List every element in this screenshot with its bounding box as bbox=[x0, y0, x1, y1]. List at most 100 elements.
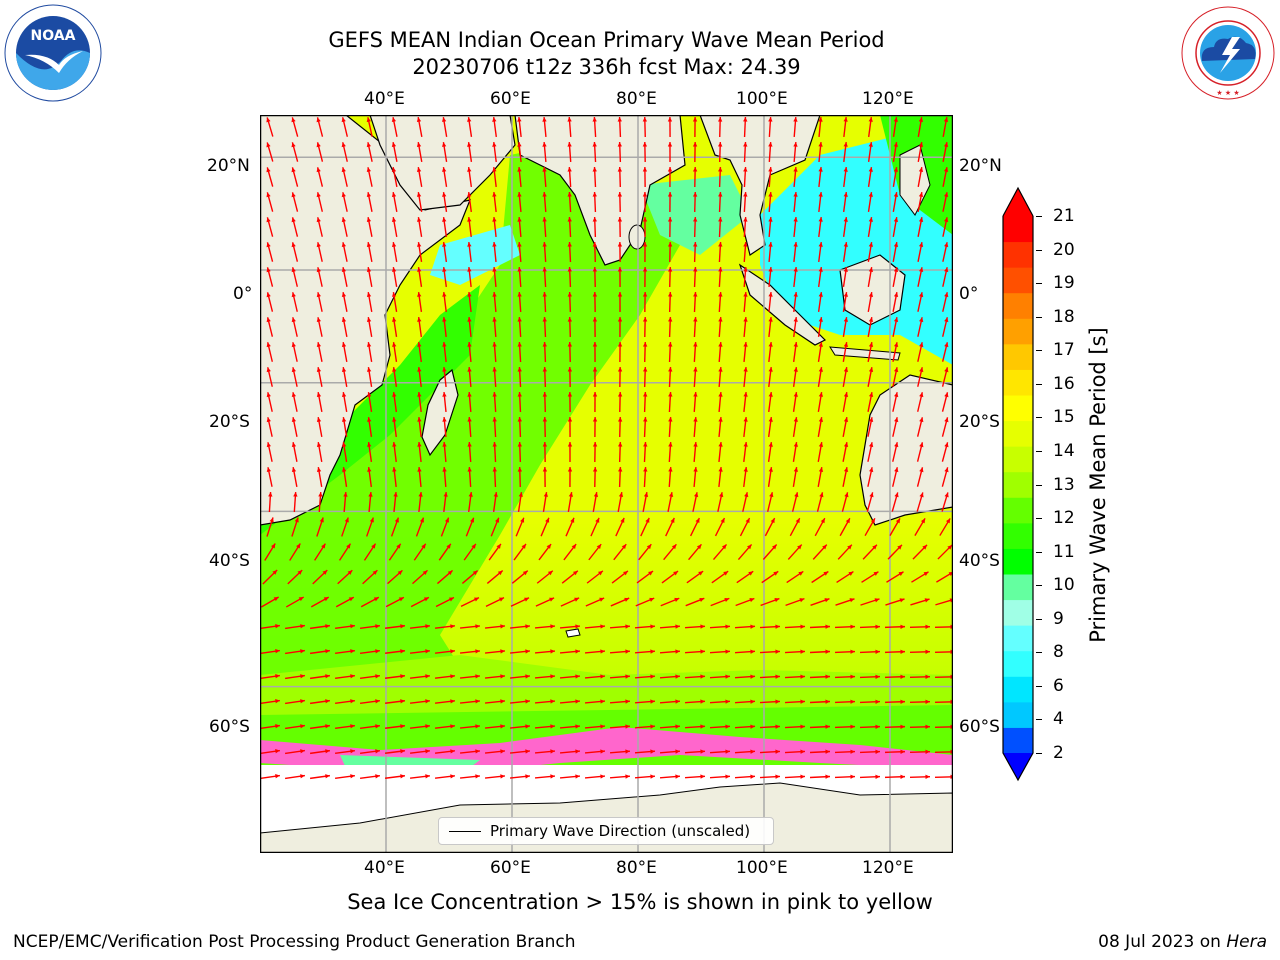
wave-direction-arrow bbox=[884, 674, 906, 679]
wave-direction-arrow bbox=[737, 544, 753, 560]
wave-direction-arrow bbox=[285, 724, 305, 730]
wave-direction-arrow bbox=[366, 517, 374, 537]
wave-direction-arrow bbox=[459, 699, 481, 704]
wave-direction-arrow bbox=[467, 216, 472, 238]
land-sri-lanka bbox=[628, 224, 646, 250]
wave-direction-arrow bbox=[291, 467, 298, 487]
wave-direction-arrow bbox=[768, 216, 773, 238]
colorbar-tick-label: 2 bbox=[1053, 743, 1064, 763]
legend-line-icon bbox=[449, 831, 481, 832]
wave-direction-arrow bbox=[517, 366, 522, 388]
wave-direction-arrow bbox=[391, 217, 398, 237]
wave-direction-arrow bbox=[341, 167, 348, 187]
lat-label-left-20n: 20°N bbox=[207, 156, 250, 176]
wave-direction-arrow bbox=[609, 724, 631, 729]
wave-direction-arrow bbox=[384, 724, 406, 729]
wave-direction-arrow bbox=[634, 649, 656, 654]
wave-direction-arrow bbox=[859, 724, 881, 729]
wave-direction-arrow bbox=[387, 569, 403, 585]
wave-direction-arrow bbox=[567, 492, 574, 512]
wave-direction-arrow bbox=[609, 749, 631, 754]
lat-label-right-20s: 20°S bbox=[959, 412, 1000, 432]
wave-direction-arrow bbox=[443, 491, 448, 513]
wave-direction-arrow bbox=[467, 316, 472, 338]
wave-direction-arrow bbox=[559, 724, 581, 729]
wave-direction-arrow bbox=[463, 543, 477, 561]
wave-direction-arrow bbox=[718, 366, 723, 388]
wave-direction-arrow bbox=[711, 570, 729, 584]
wave-direction-arrow bbox=[792, 442, 799, 462]
wave-direction-arrow bbox=[609, 774, 631, 779]
wave-direction-arrow bbox=[809, 724, 831, 729]
wave-direction-arrow bbox=[692, 116, 698, 138]
wave-direction-arrow bbox=[768, 166, 773, 188]
wave-direction-arrow bbox=[517, 216, 522, 238]
wave-direction-arrow bbox=[510, 597, 530, 607]
wave-direction-arrow bbox=[768, 141, 773, 163]
wave-direction-arrow bbox=[867, 217, 874, 237]
wave-direction-arrow bbox=[734, 624, 756, 629]
wave-direction-arrow bbox=[793, 266, 798, 288]
colorbar-tick-label: 21 bbox=[1053, 206, 1075, 226]
wave-direction-arrow bbox=[260, 749, 280, 755]
wave-direction-arrow bbox=[767, 416, 773, 438]
wave-direction-arrow bbox=[391, 192, 398, 212]
wave-direction-arrow bbox=[743, 466, 748, 488]
wave-direction-arrow bbox=[767, 441, 773, 463]
wave-direction-arrow bbox=[567, 191, 572, 213]
wave-direction-arrow bbox=[316, 267, 323, 287]
wave-direction-arrow bbox=[809, 674, 831, 679]
wave-direction-arrow bbox=[892, 217, 899, 237]
colorbar-tick-label: 19 bbox=[1053, 273, 1075, 294]
wave-direction-arrow bbox=[684, 724, 706, 729]
wave-direction-arrow bbox=[592, 191, 597, 213]
wave-direction-arrow bbox=[667, 241, 673, 263]
wave-direction-arrow bbox=[942, 242, 949, 262]
wave-direction-arrow bbox=[359, 724, 381, 729]
wave-direction-arrow bbox=[368, 491, 373, 513]
wave-direction-arrow bbox=[517, 492, 523, 512]
wave-direction-arrow bbox=[842, 417, 849, 437]
wave-direction-arrow bbox=[937, 544, 953, 560]
wave-direction-arrow bbox=[892, 242, 899, 262]
wave-direction-arrow bbox=[911, 571, 929, 583]
wave-direction-arrow bbox=[542, 492, 548, 512]
wave-direction-arrow bbox=[642, 266, 648, 288]
lat-label-right-40s: 40°S bbox=[959, 551, 1000, 571]
wave-direction-arrow bbox=[835, 598, 855, 606]
wave-direction-arrow bbox=[540, 517, 550, 537]
wave-direction-arrow bbox=[442, 291, 447, 313]
wave-direction-arrow bbox=[867, 116, 873, 138]
wave-direction-arrow bbox=[941, 367, 949, 387]
wave-direction-arrow bbox=[867, 317, 874, 337]
wave-direction-arrow bbox=[818, 141, 823, 163]
wave-direction-arrow bbox=[718, 441, 723, 463]
wave-direction-arrow bbox=[768, 241, 773, 263]
wave-direction-arrow bbox=[291, 117, 299, 137]
wave-direction-arrow bbox=[785, 597, 805, 607]
wave-direction-arrow bbox=[542, 316, 547, 338]
wave-direction-arrow bbox=[359, 624, 381, 629]
wave-direction-arrows bbox=[260, 116, 953, 780]
wave-direction-arrow bbox=[941, 442, 949, 462]
wave-direction-arrow bbox=[642, 166, 648, 188]
wave-direction-arrow bbox=[659, 649, 681, 654]
wave-direction-arrow bbox=[359, 649, 381, 654]
wave-direction-arrow bbox=[734, 724, 756, 729]
wave-direction-arrow bbox=[735, 597, 755, 607]
wave-direction-arrow bbox=[693, 441, 698, 463]
wave-direction-arrow bbox=[792, 341, 798, 363]
colorbar-segment bbox=[1003, 267, 1033, 294]
wave-direction-arrow bbox=[809, 699, 831, 704]
wave-direction-arrow bbox=[867, 392, 874, 412]
wave-direction-arrow bbox=[862, 544, 878, 560]
wave-direction-arrow bbox=[592, 492, 599, 512]
wave-direction-arrow bbox=[417, 391, 422, 413]
wave-direction-arrow bbox=[341, 242, 348, 262]
wave-direction-arrow bbox=[942, 292, 949, 312]
wave-direction-arrow bbox=[517, 241, 522, 263]
wave-direction-arrow bbox=[584, 649, 606, 654]
wave-direction-arrow bbox=[768, 391, 773, 413]
wave-direction-arrow bbox=[309, 649, 331, 655]
wave-direction-arrow bbox=[467, 291, 472, 313]
